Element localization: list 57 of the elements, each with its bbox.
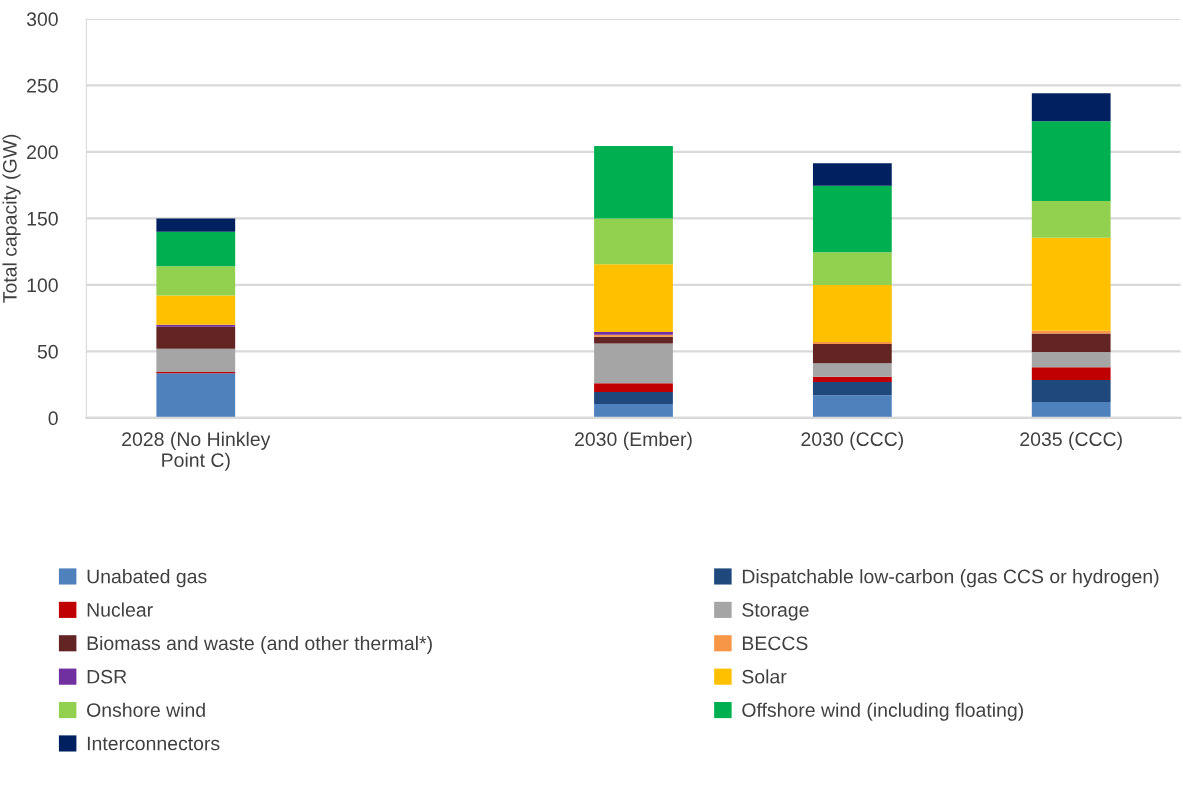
y-tick-label: 50 (37, 344, 58, 359)
legend-label: Storage (742, 603, 809, 621)
legend-label: Unabated gas (87, 569, 207, 588)
legend-label: BECCS (742, 636, 808, 651)
bar (812, 381, 892, 396)
bar (812, 376, 892, 382)
bar (1031, 401, 1111, 418)
bar (156, 231, 236, 267)
y-tick-label: 200 (27, 145, 58, 160)
bar (812, 185, 892, 253)
bar (156, 373, 236, 418)
legend-label: Offshore wind (including floating) (742, 702, 1023, 721)
bar (1031, 367, 1111, 380)
bar (812, 252, 892, 285)
bar (1031, 379, 1111, 402)
y-tick-label: 300 (26, 12, 58, 27)
y-axis-title: Total capacity (GW) (2, 134, 21, 303)
bar (594, 403, 673, 418)
bar (1031, 121, 1111, 202)
legend-label: Dispatchable low-carbon (gas CCS or hydrogen) (742, 569, 1159, 588)
bar (156, 218, 236, 232)
bar (1031, 93, 1111, 122)
y-tick-label: 0 (48, 411, 58, 426)
x-tick-label: 2035 (CCC) (1020, 431, 1122, 450)
legend-label: Solar (742, 669, 787, 684)
legend-label: DSR (87, 669, 127, 684)
bar (156, 324, 236, 327)
x-tick-label: 2028 (No Hinkley Point C) (122, 431, 271, 471)
bar (812, 163, 892, 186)
bar (1031, 352, 1111, 368)
bar (812, 395, 892, 418)
bar (594, 383, 673, 392)
bar (1031, 201, 1111, 238)
bar (812, 363, 892, 377)
legend-label: Nuclear (87, 602, 153, 617)
bar (1031, 237, 1111, 331)
bar (1031, 333, 1111, 353)
y-tick-label: 250 (27, 78, 58, 93)
x-tick-label: 2030 (CCC) (801, 431, 904, 450)
bar (594, 343, 673, 384)
x-tick-label: 2030 (Ember) (575, 431, 692, 450)
bar (156, 348, 236, 373)
legend-label: Biomass and waste (and other thermal*) (87, 635, 432, 654)
bar (156, 266, 236, 296)
bar (594, 145, 673, 219)
bar (594, 264, 673, 333)
bar (812, 284, 892, 343)
bar (594, 336, 673, 344)
bar (156, 326, 236, 349)
bar (594, 218, 673, 265)
y-tick-label: 150 (27, 211, 58, 226)
legend-label: Onshore wind (87, 702, 205, 717)
bar (594, 391, 673, 404)
y-tick-label: 100 (27, 278, 58, 293)
bar (156, 295, 236, 325)
bar (812, 344, 892, 364)
legend-label: Interconnectors (87, 736, 220, 751)
